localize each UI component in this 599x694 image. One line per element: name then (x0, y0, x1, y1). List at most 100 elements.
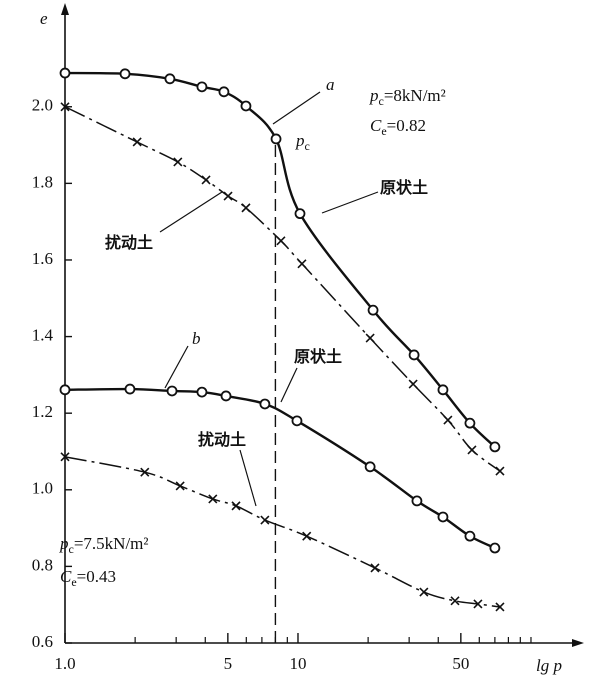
annotation-text: 扰动土 (105, 233, 153, 252)
annotation-sub: e (71, 575, 76, 589)
data-point (196, 386, 208, 398)
data-point (297, 259, 307, 269)
data-point (294, 208, 306, 220)
annotation-sub: e (381, 124, 386, 138)
y-tick-label: 1.2 (32, 402, 53, 421)
data-point (364, 461, 376, 473)
data-point (473, 599, 483, 609)
annotation: pc=8kN/m² (369, 86, 446, 108)
series-line (64, 456, 501, 608)
data-point (495, 602, 505, 612)
data-point (464, 530, 476, 542)
data-point (367, 304, 379, 316)
y-tick-label: 1.0 (32, 479, 53, 498)
data-point (291, 415, 303, 427)
data-point (132, 137, 142, 147)
data-point (408, 379, 418, 389)
annotation-sub: c (305, 139, 310, 153)
y-tick-label: 2.0 (32, 96, 53, 115)
data-point (260, 515, 270, 525)
data-point (208, 494, 218, 504)
series-line (64, 387, 496, 550)
data-point (201, 175, 211, 185)
x-tick-label: 10 (289, 654, 306, 673)
annotation-text: p (295, 131, 305, 150)
data-point (59, 384, 71, 396)
data-point (231, 501, 241, 511)
annotation: 扰动土 (105, 233, 153, 252)
leader-line (321, 191, 379, 214)
annotation: b (192, 329, 201, 348)
data-point (270, 133, 282, 145)
data-point (467, 445, 477, 455)
data-point (450, 596, 460, 606)
data-point (489, 441, 501, 453)
leader-line (239, 449, 257, 507)
annotation-text: C (370, 116, 382, 135)
data-point (196, 81, 208, 93)
x-tick-label: 5 (224, 654, 233, 673)
annotation-rest: =0.82 (387, 116, 426, 135)
data-point (411, 495, 423, 507)
data-point (489, 542, 501, 554)
annotation-text: 原状土 (294, 347, 342, 366)
y-tick-label: 0.8 (32, 555, 53, 574)
data-point (443, 415, 453, 425)
annotation-text: a (326, 75, 335, 94)
annotation-text: 扰动土 (198, 430, 246, 449)
y-tick-label: 0.6 (32, 632, 53, 651)
data-point (241, 203, 251, 213)
x-tick-label: 1.0 (54, 654, 75, 673)
data-point (302, 531, 312, 541)
annotation: Ce=0.43 (60, 567, 116, 589)
data-point (240, 100, 252, 112)
leader-line (272, 91, 321, 125)
data-point (408, 349, 420, 361)
annotation: 原状土 (294, 347, 342, 366)
data-point (220, 390, 232, 402)
y-axis-label: e (40, 9, 48, 28)
data-point (166, 385, 178, 397)
data-point (60, 102, 70, 112)
data-point (276, 236, 286, 246)
y-tick-label: 1.8 (32, 172, 53, 191)
annotation-text: p (369, 86, 379, 105)
data-point (437, 384, 449, 396)
leader-line (164, 345, 189, 389)
data-point (164, 73, 176, 85)
data-point (173, 157, 183, 167)
data-point (259, 398, 271, 410)
x-tick-label: 50 (452, 654, 469, 673)
annotation-sub: c (69, 542, 74, 556)
annotation: 原状土 (380, 178, 428, 197)
y-tick-label: 1.4 (32, 325, 54, 344)
y-tick-label: 1.6 (32, 249, 53, 268)
data-point (495, 466, 505, 476)
annotation: pc (295, 131, 310, 153)
data-point (437, 511, 449, 523)
annotation-text: C (60, 567, 72, 586)
leader-line (159, 191, 223, 233)
data-point (218, 86, 230, 98)
y-axis-arrow (61, 3, 69, 15)
annotation-text: p (59, 534, 69, 553)
data-point (365, 333, 375, 343)
annotation-rest: =0.43 (77, 567, 116, 586)
data-point (124, 383, 136, 395)
annotation-text: b (192, 329, 201, 348)
leader-line (280, 367, 298, 403)
annotation-rest: =7.5kN/m² (74, 534, 149, 553)
annotation-rest: =8kN/m² (384, 86, 446, 105)
data-point (370, 563, 380, 573)
data-point (59, 67, 71, 79)
data-point (223, 191, 233, 201)
annotation-text: 原状土 (380, 178, 428, 197)
data-point (119, 68, 131, 80)
annotation: a (326, 75, 335, 94)
data-point (419, 587, 429, 597)
x-axis-arrow (572, 639, 584, 647)
annotation: 扰动土 (198, 430, 246, 449)
data-point (464, 417, 476, 429)
data-point (140, 467, 150, 477)
